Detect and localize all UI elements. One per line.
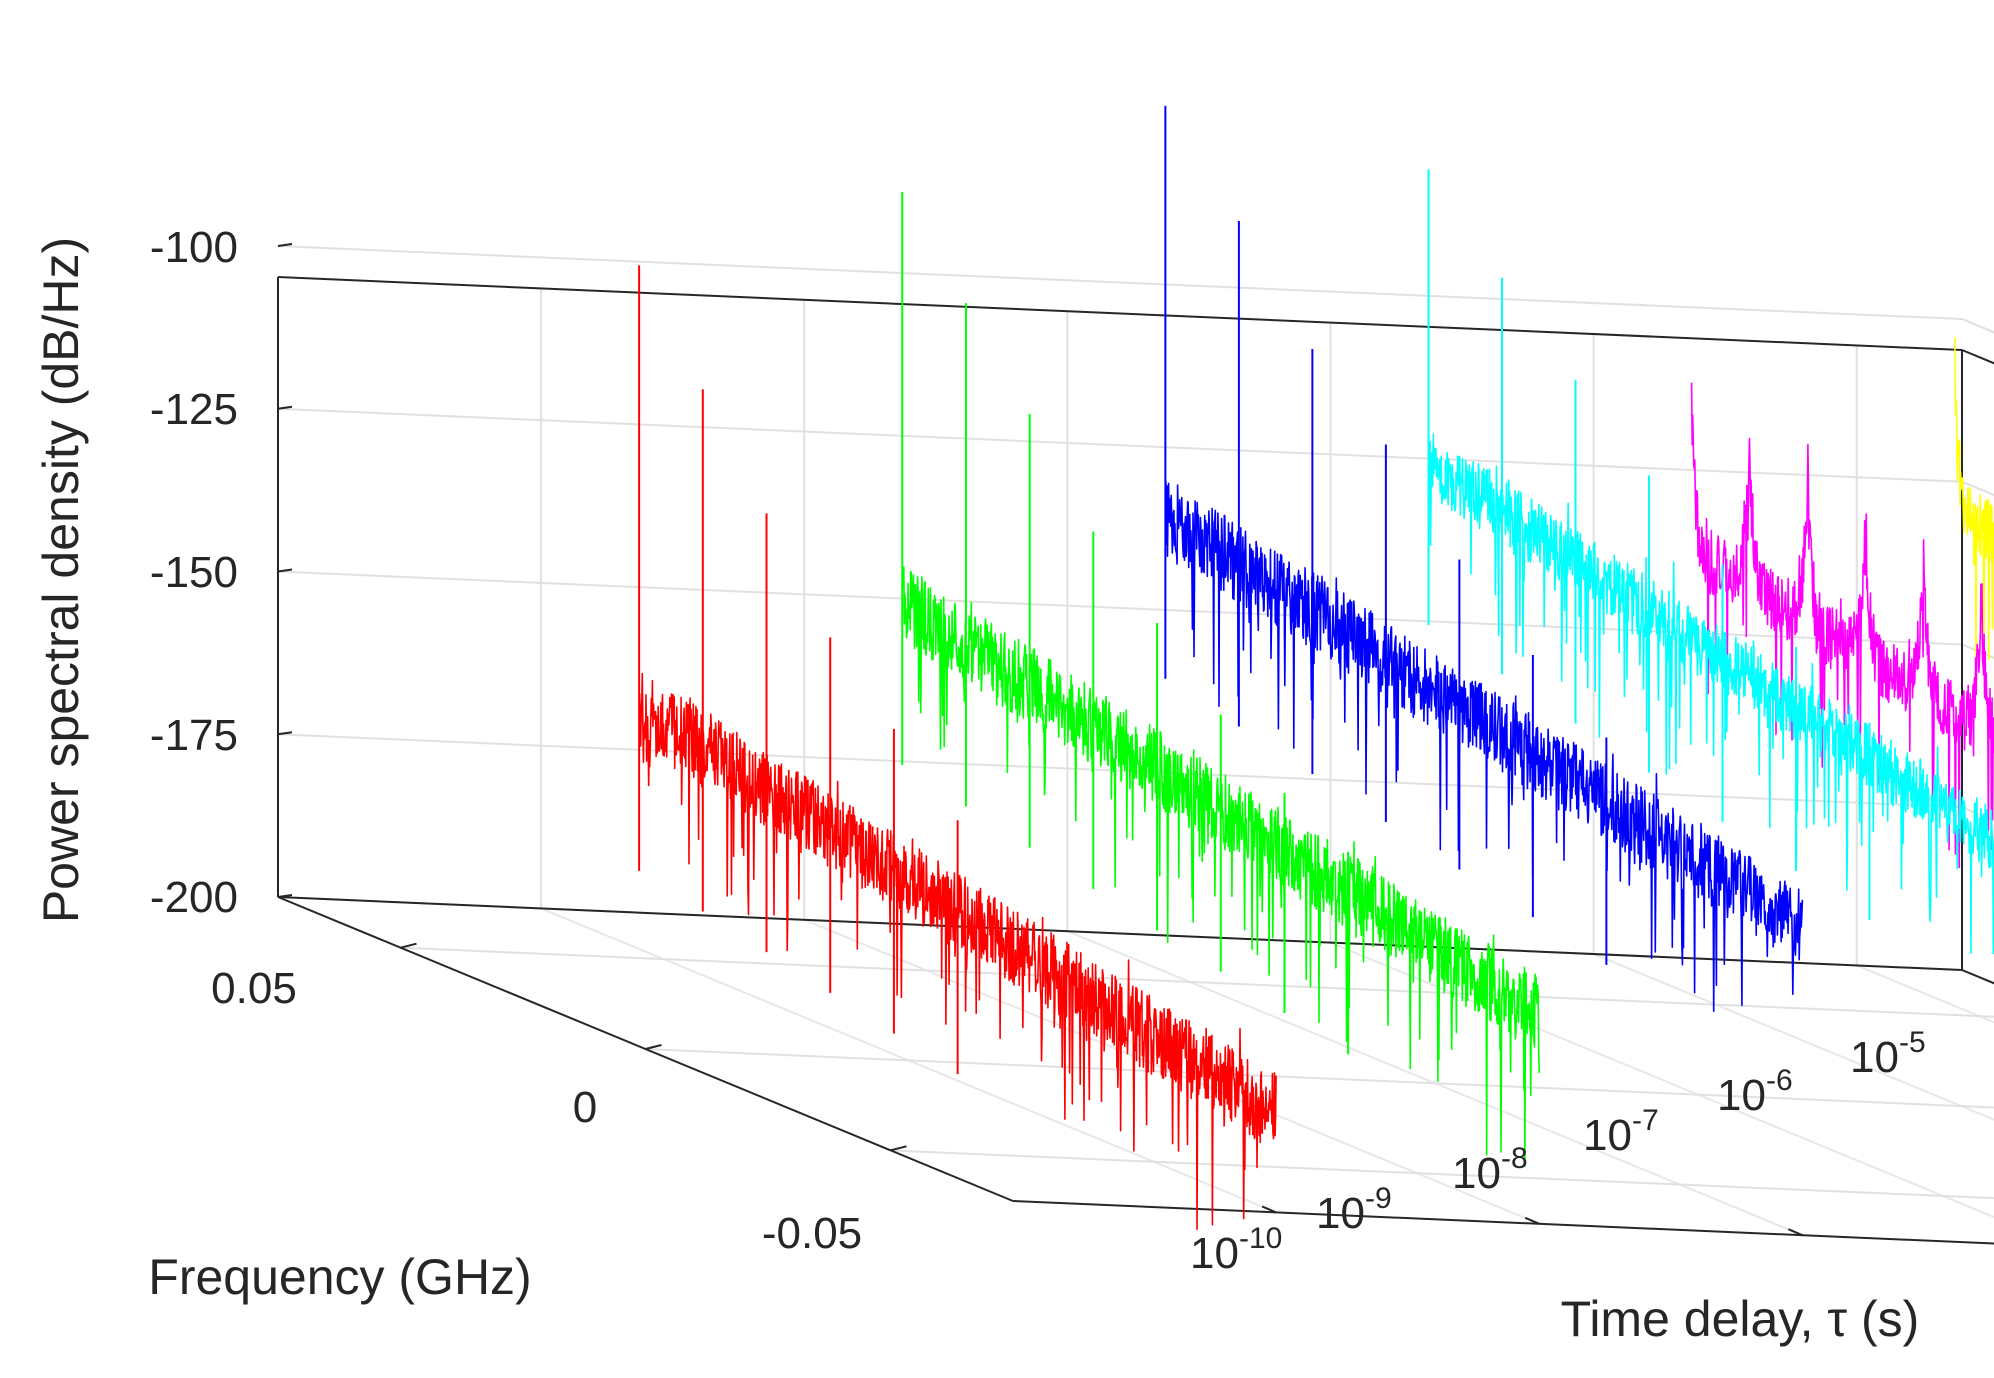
- series-trace-1: [638, 265, 1277, 1231]
- time-delay-tick-label: 10-9: [1316, 1182, 1392, 1238]
- time-delay-tick-mark: [1524, 1216, 1540, 1225]
- axes-box-edge: [277, 896, 1963, 971]
- time-delay-tick-label: 10-8: [1452, 1142, 1528, 1198]
- time-delay-tick-mark: [1787, 1228, 1803, 1237]
- z-tick-label: -125: [150, 385, 238, 434]
- tick-marks: [277, 243, 1803, 1237]
- series-trace-4: [1427, 169, 1994, 955]
- time-delay-tick-label: 10-5: [1850, 1026, 1926, 1082]
- time-delay-tick-label: 10-7: [1583, 1104, 1659, 1160]
- series-layer: [638, 105, 1994, 1231]
- x-axis-label: Frequency (GHz): [148, 1249, 531, 1305]
- tau-floor-gridline: [1330, 941, 1994, 1219]
- time-delay-tick-label: 10-6: [1717, 1064, 1793, 1120]
- axes-box-edge: [277, 276, 1963, 351]
- frequency-tick-label: -0.05: [762, 1209, 862, 1258]
- z-gridline: [277, 245, 1994, 334]
- series-trace-5: [1690, 382, 1994, 869]
- series-trace-6: [1954, 337, 1994, 672]
- z-tick-mark: [277, 568, 293, 573]
- frequency-tick-mark: [890, 1145, 907, 1152]
- frequency-tick-label: 0: [573, 1083, 597, 1132]
- series-trace-2: [901, 192, 1541, 1167]
- z-tick-mark: [277, 731, 293, 736]
- z-axis-label: Power spectral density (dB/Hz): [33, 237, 89, 923]
- z-tick-label: -100: [150, 223, 238, 272]
- z-tick-mark: [277, 243, 293, 247]
- z-tick-label: -150: [150, 548, 238, 597]
- frequency-tick-mark: [400, 942, 417, 949]
- time-delay-tick-label: 10-10: [1190, 1222, 1282, 1278]
- y-axis-label: Time delay, τ (s): [1561, 1291, 1920, 1347]
- z-tick-labels: -100 -125 -150 -175 -200: [150, 223, 238, 922]
- time-delay-tick-labels: 10-10 10-9 10-8 10-7 10-6 10-5: [1190, 1026, 1926, 1278]
- time-delay-tick-mark: [1261, 1205, 1277, 1214]
- series-trace-3: [1164, 105, 1804, 1013]
- axes-box-edge: [1012, 1200, 1994, 1245]
- z-tick-mark: [277, 405, 293, 410]
- frequency-tick-labels: 0.05 0 -0.05: [211, 964, 862, 1258]
- z-tick-mark: [277, 894, 293, 898]
- frequency-tick-label: 0.05: [211, 964, 297, 1013]
- z-tick-label: -175: [150, 711, 238, 760]
- z-tick-label: -200: [150, 873, 238, 922]
- series-line: [1690, 382, 1994, 869]
- series-line: [1427, 433, 1994, 955]
- frequency-gridline: [400, 946, 1994, 1018]
- frequency-tick-mark: [645, 1044, 662, 1050]
- frequency-gridline: [890, 1149, 1994, 1200]
- series-line: [1954, 337, 1994, 672]
- series-line: [1164, 480, 1804, 1013]
